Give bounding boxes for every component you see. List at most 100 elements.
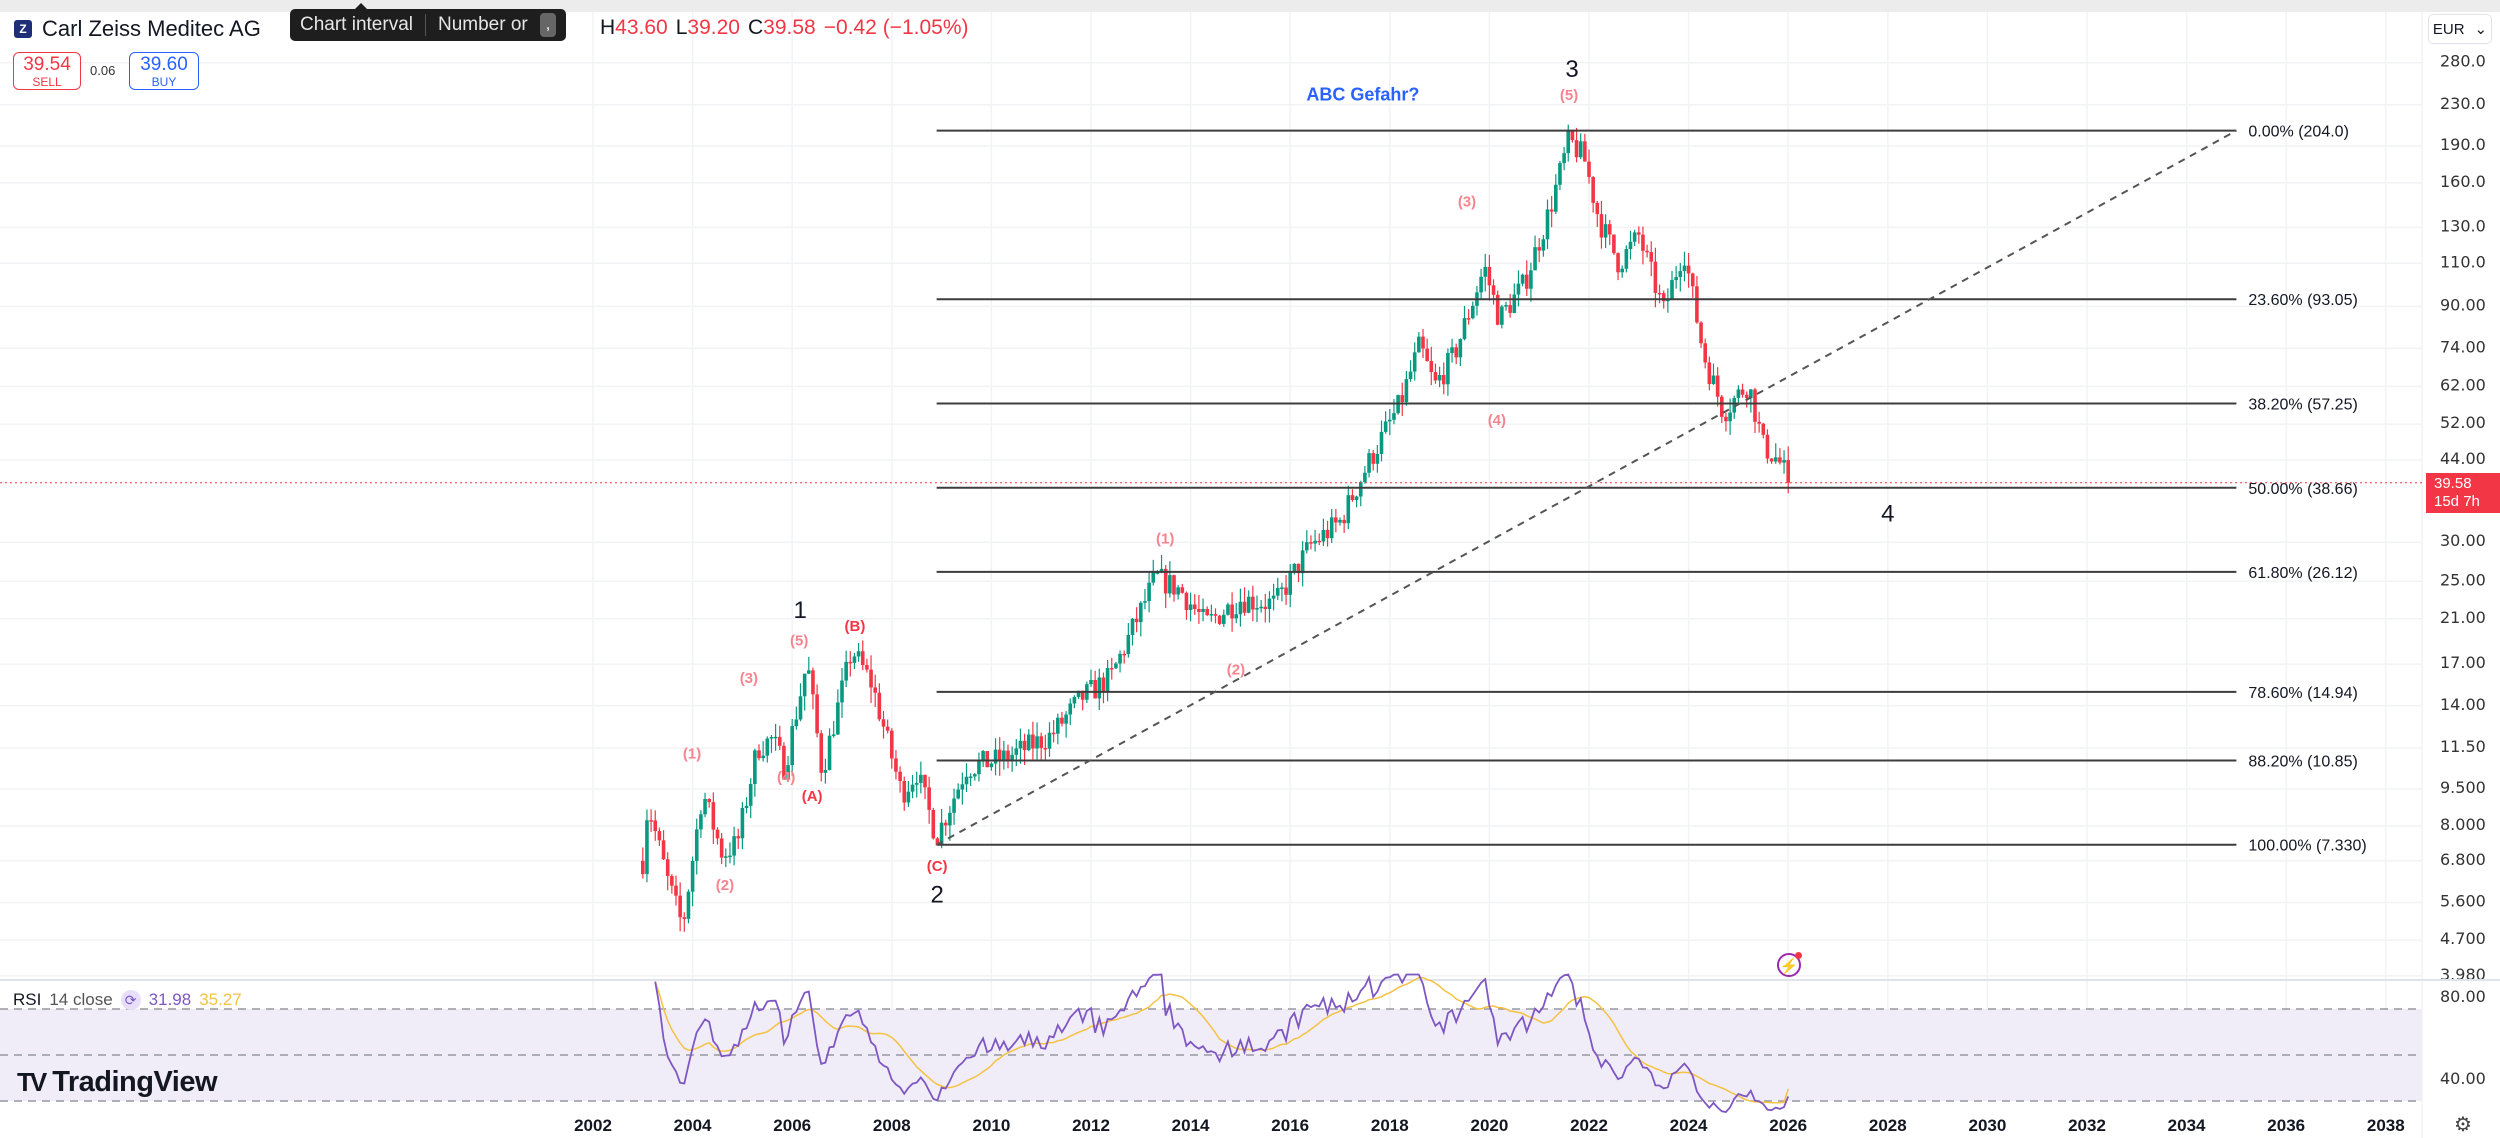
tradingview-logo[interactable]: TV TradingView (17, 1066, 218, 1099)
buy-label: BUY (151, 75, 177, 89)
candle (977, 760, 981, 775)
candle (1317, 540, 1322, 543)
candle (1628, 241, 1633, 250)
candle (1715, 375, 1720, 397)
candle (844, 661, 848, 681)
candle (1329, 517, 1334, 539)
wave-label: (5) (1560, 87, 1578, 104)
fib-level-label: 100.00% (7.330) (2248, 838, 2366, 855)
currency-dropdown[interactable]: EUR ⌄ (2428, 14, 2492, 44)
candle (890, 730, 894, 759)
candle (1222, 614, 1226, 624)
wave-label: 4 (1881, 501, 1894, 528)
price-tick-label: 190.0 (2440, 135, 2486, 154)
candle (1350, 495, 1355, 500)
candle (761, 755, 765, 759)
candle (964, 776, 969, 785)
candle (1205, 608, 1209, 616)
candle (1014, 748, 1019, 755)
candle (1383, 421, 1388, 432)
candle (1641, 234, 1645, 251)
year-tick-label: 2036 (2267, 1116, 2305, 1135)
candle (906, 791, 911, 803)
symbol-title[interactable]: Carl Zeiss Meditec AG (42, 16, 261, 41)
candle (1246, 596, 1251, 613)
candle (1516, 283, 1521, 295)
price-tick-label: 160.0 (2440, 172, 2486, 191)
candle (769, 737, 774, 739)
candle (790, 726, 794, 766)
candle (860, 651, 865, 666)
candle (1002, 750, 1006, 761)
candle (670, 875, 674, 886)
candle (1537, 247, 1541, 251)
candle (1454, 347, 1458, 358)
candle (1342, 519, 1346, 524)
currency-label: EUR (2432, 20, 2465, 38)
candle (1379, 431, 1384, 454)
candle (1450, 347, 1454, 354)
change-value: −0.42 (−1.05%) (823, 16, 969, 39)
candle (794, 719, 799, 727)
candle (881, 719, 886, 727)
close-label: C (747, 16, 764, 39)
candle (728, 855, 732, 858)
candle (1230, 604, 1234, 619)
refresh-icon[interactable]: ⟳ (120, 990, 141, 1010)
sell-price: 39.54 (23, 54, 71, 75)
candle (1354, 496, 1359, 500)
candle (840, 680, 844, 703)
candle (1695, 286, 1699, 323)
candle (1612, 234, 1616, 254)
candle (1520, 274, 1525, 284)
buy-price: 39.60 (140, 54, 188, 75)
tradingview-mark-icon: TV (17, 1067, 47, 1097)
spread-value: 0.06 (90, 63, 116, 78)
low-label: L (675, 16, 688, 39)
candle (1047, 732, 1052, 749)
candle (1753, 389, 1757, 422)
candle (1541, 239, 1546, 251)
candle (831, 734, 836, 736)
candle (736, 836, 741, 839)
candle (1607, 224, 1612, 235)
symbol-header: Z Carl Zeiss Meditec AG (14, 14, 261, 44)
candle (885, 726, 890, 731)
candle (1172, 575, 1176, 595)
buy-button[interactable]: 39.60 BUY (129, 52, 199, 90)
candle (993, 749, 998, 764)
candle (1371, 453, 1375, 464)
candle (1462, 318, 1467, 340)
price-tick-label: 74.00 (2440, 337, 2486, 356)
candle (765, 738, 770, 756)
candle (1031, 734, 1035, 749)
candle (960, 784, 965, 790)
sell-button[interactable]: 39.54 SELL (13, 52, 81, 90)
candle (1313, 540, 1317, 544)
candle (1657, 292, 1662, 295)
lightning-icon[interactable]: ⚡ (1777, 952, 1802, 977)
candle (1363, 472, 1367, 483)
candle (1591, 177, 1595, 203)
candle (1674, 277, 1678, 281)
fib-level-label: 50.00% (38.66) (2248, 481, 2357, 498)
candle (686, 891, 691, 919)
wave-label: (4) (1488, 412, 1506, 429)
price-tick-label: 11.50 (2440, 737, 2486, 756)
candle (1284, 587, 1288, 595)
candle (1757, 421, 1761, 424)
candle (827, 735, 832, 770)
year-tick-label: 2038 (2367, 1116, 2405, 1135)
wave-label: 1 (793, 597, 806, 624)
candle (952, 798, 956, 813)
settings-icon[interactable]: ⚙ (2454, 1114, 2472, 1136)
candle (1043, 747, 1048, 750)
candle (923, 774, 927, 788)
rsi-legend[interactable]: RSI 14 close ⟳ 31.98 35.27 (13, 990, 242, 1010)
candle (1508, 305, 1512, 313)
candle (1703, 343, 1707, 363)
candle (1026, 734, 1031, 751)
price-tick-label: 9.500 (2440, 778, 2486, 797)
candle (910, 784, 915, 792)
